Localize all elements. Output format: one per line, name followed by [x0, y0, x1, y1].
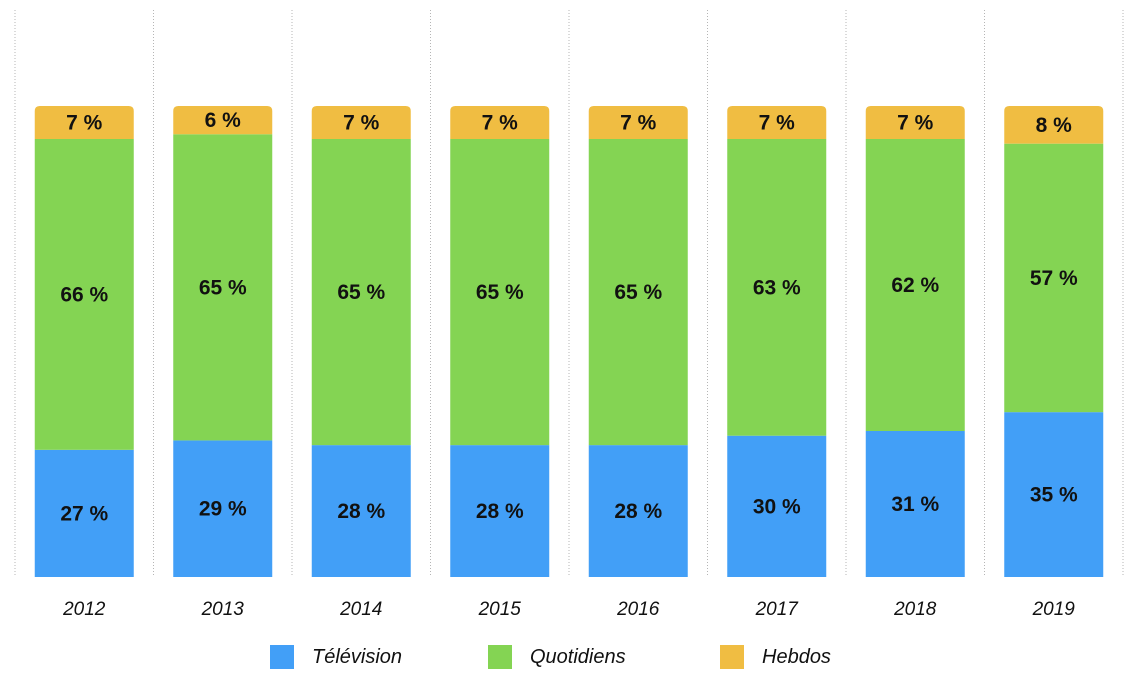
bar-segment-television-2015: [450, 445, 550, 577]
data-label-television-2013: 29 %: [199, 498, 247, 521]
legend-swatch-television: [270, 645, 294, 669]
bar-segment-quotidiens-2013: [173, 134, 273, 441]
bar-segment-television-2013: [173, 440, 273, 577]
chart-legend: Télévision Quotidiens Hebdos: [0, 640, 1142, 674]
data-label-quotidiens-2015: 65 %: [476, 281, 524, 304]
bar-segment-hebdos-2014: [311, 106, 411, 139]
data-label-hebdos-2014: 7 %: [343, 111, 380, 134]
legend-label-quotidiens: Quotidiens: [530, 645, 626, 668]
bar-segment-hebdos-2017: [727, 106, 827, 139]
bar-segment-television-2018: [865, 430, 965, 577]
x-tick-label-2015: 2015: [478, 599, 522, 620]
bar-segment-quotidiens-2017: [727, 138, 827, 436]
data-label-television-2012: 27 %: [60, 502, 108, 525]
data-label-television-2018: 31 %: [891, 493, 939, 516]
data-label-hebdos-2015: 7 %: [482, 111, 519, 134]
x-tick-label-2013: 2013: [201, 599, 245, 620]
x-tick-label-2012: 2012: [62, 599, 106, 620]
x-tick-label-2019: 2019: [1032, 599, 1076, 620]
legend-label-hebdos: Hebdos: [762, 645, 831, 668]
data-label-quotidiens-2019: 57 %: [1030, 267, 1078, 290]
legend-item-television: Télévision: [270, 640, 402, 674]
bar-segment-television-2019: [1004, 412, 1104, 577]
bar-segment-quotidiens-2019: [1004, 143, 1104, 413]
data-label-television-2014: 28 %: [337, 500, 385, 523]
legend-item-quotidiens: Quotidiens: [488, 640, 626, 674]
bar-segment-television-2017: [727, 435, 827, 577]
bar-segment-quotidiens-2018: [865, 138, 965, 431]
bar-segment-hebdos-2013: [173, 106, 273, 135]
data-label-quotidiens-2012: 66 %: [60, 283, 108, 306]
x-tick-label-2016: 2016: [616, 599, 660, 620]
data-label-television-2017: 30 %: [753, 495, 801, 518]
legend-label-television: Télévision: [312, 645, 403, 668]
data-label-hebdos-2017: 7 %: [759, 111, 796, 134]
data-label-quotidiens-2017: 63 %: [753, 276, 801, 299]
bar-segment-quotidiens-2015: [450, 138, 550, 446]
bar-segment-quotidiens-2012: [34, 138, 134, 450]
bar-segment-hebdos-2015: [450, 106, 550, 139]
data-label-hebdos-2018: 7 %: [897, 111, 934, 134]
bar-segment-television-2014: [311, 445, 411, 577]
data-label-hebdos-2013: 6 %: [205, 109, 242, 132]
bar-segment-television-2012: [34, 449, 134, 577]
data-label-quotidiens-2014: 65 %: [337, 281, 385, 304]
data-label-quotidiens-2013: 65 %: [199, 276, 247, 299]
bar-segment-hebdos-2016: [588, 106, 688, 139]
data-label-hebdos-2019: 8 %: [1036, 114, 1073, 137]
data-label-quotidiens-2018: 62 %: [891, 274, 939, 297]
data-label-hebdos-2012: 7 %: [66, 111, 103, 134]
stacked-bar-chart: 27 % 66 % 7 % 2012 29 % 65 % 6 % 2013 28 % 65 % 7 …: [14, 10, 1124, 620]
legend-swatch-hebdos: [720, 645, 744, 669]
bar-segment-hebdos-2018: [865, 106, 965, 139]
data-label-television-2015: 28 %: [476, 500, 524, 523]
legend-swatch-quotidiens: [488, 645, 512, 669]
bar-segment-hebdos-2019: [1004, 106, 1104, 144]
bar-segment-hebdos-2012: [34, 106, 134, 139]
data-label-television-2016: 28 %: [614, 500, 662, 523]
data-label-hebdos-2016: 7 %: [620, 111, 657, 134]
x-tick-label-2018: 2018: [893, 599, 937, 620]
x-tick-label-2017: 2017: [755, 599, 800, 620]
legend-item-hebdos: Hebdos: [720, 640, 831, 674]
x-tick-label-2014: 2014: [339, 599, 382, 620]
bar-segment-television-2016: [588, 445, 688, 577]
bar-segment-quotidiens-2016: [588, 138, 688, 446]
data-label-television-2019: 35 %: [1030, 484, 1078, 507]
data-label-quotidiens-2016: 65 %: [614, 281, 662, 304]
bar-segment-quotidiens-2014: [311, 138, 411, 446]
